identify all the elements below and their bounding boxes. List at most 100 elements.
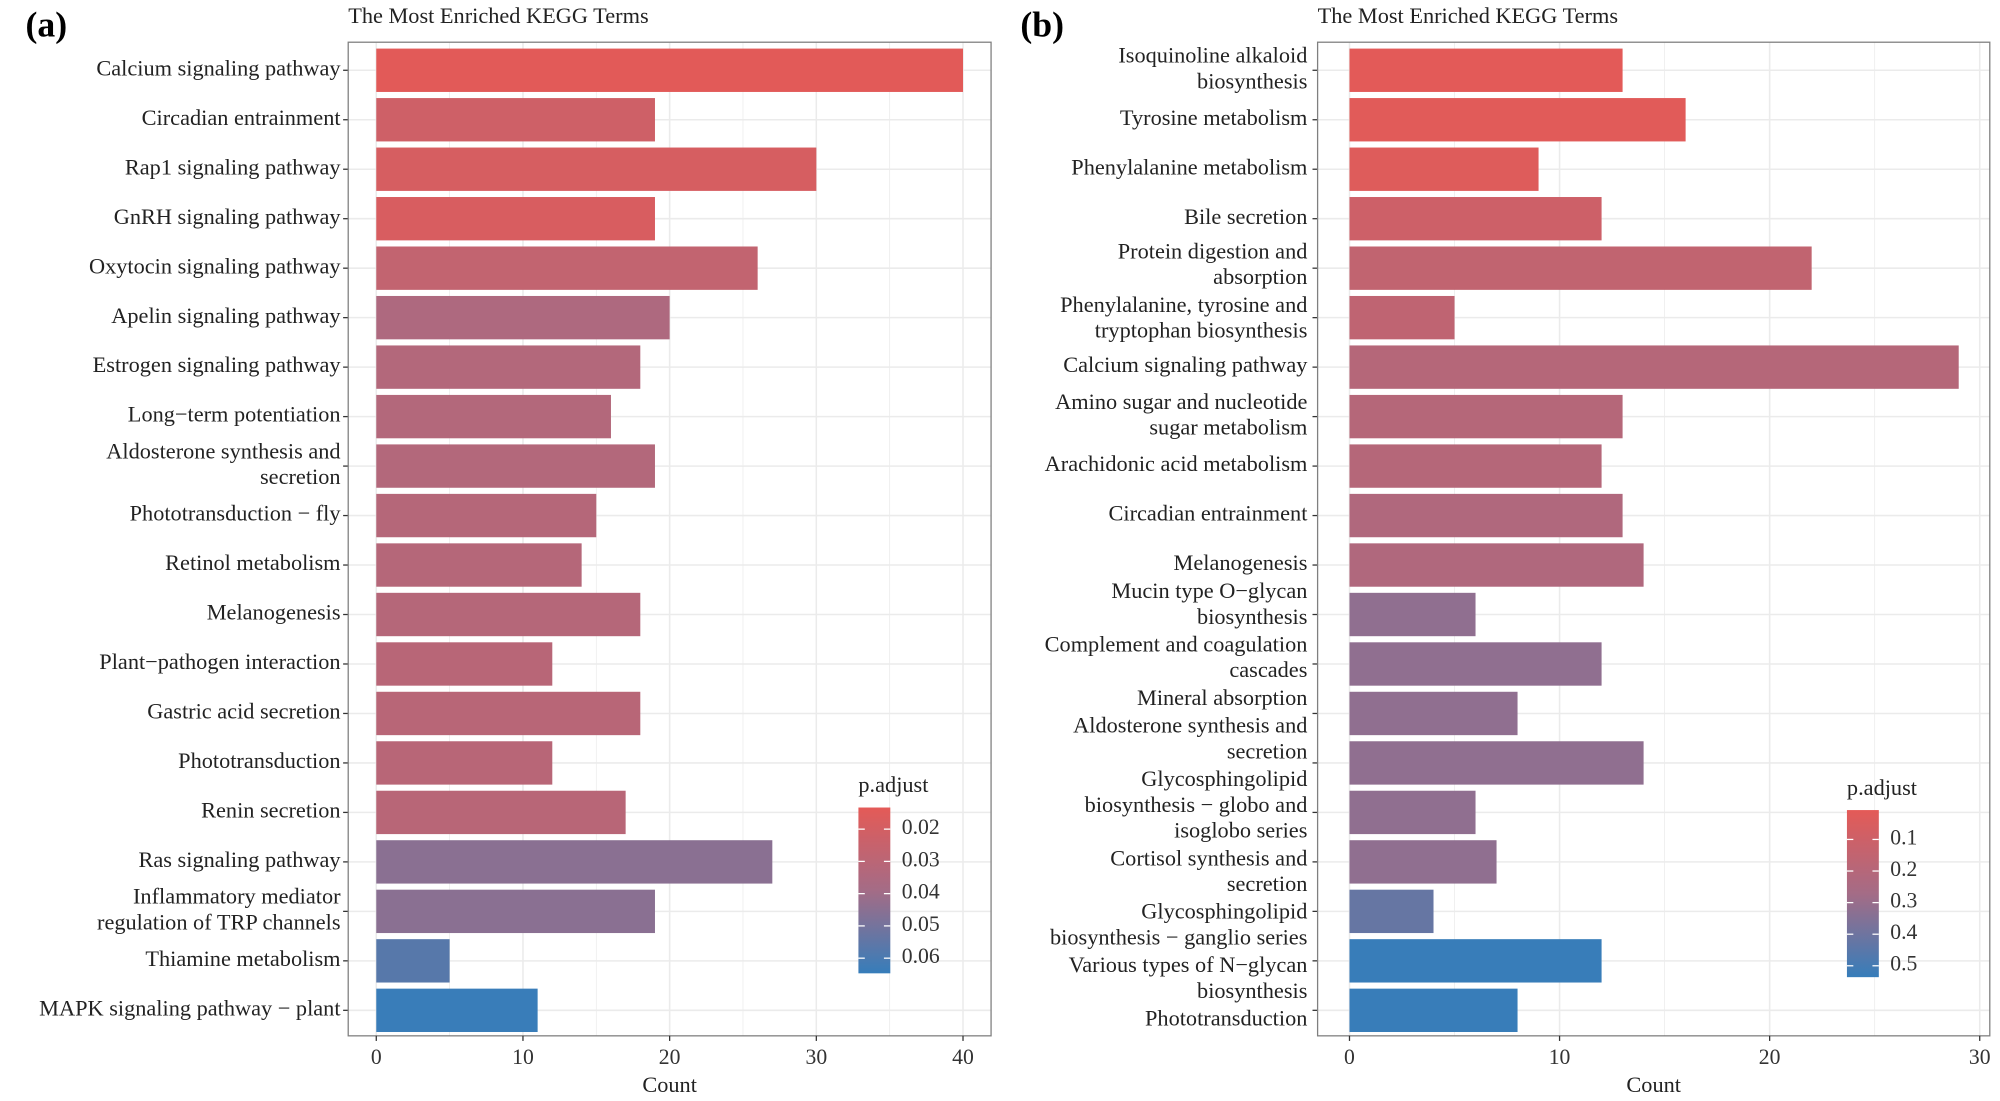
bar-15 bbox=[1349, 790, 1476, 835]
category-label: Rap1 signaling pathway bbox=[125, 154, 341, 179]
category-label: Thiamine metabolism bbox=[145, 946, 340, 971]
legend-tick-label: 0.06 bbox=[902, 944, 940, 968]
x-tick-label: 10 bbox=[1549, 1045, 1571, 1069]
plot-border bbox=[1316, 41, 1991, 1037]
panel-a: (a) The Most Enriched KEGG Terms Calcium s… bbox=[26, 3, 992, 1097]
category-label: Plant−pathogen interaction bbox=[99, 649, 340, 674]
category-label: Phenylalanine, tyrosine and bbox=[1060, 292, 1307, 317]
bar-12 bbox=[376, 642, 553, 686]
panel-label: (b) bbox=[1020, 4, 1064, 44]
bar-2 bbox=[1349, 147, 1539, 191]
category-label: Inflammatory mediator bbox=[133, 884, 341, 909]
category-label: Circadian entrainment bbox=[1109, 501, 1309, 526]
category-label: Cortisol synthesis and bbox=[1110, 845, 1307, 870]
category-label: Calcium signaling pathway bbox=[1063, 352, 1308, 377]
bar-4 bbox=[1349, 246, 1812, 290]
legend-title: p.adjust bbox=[858, 772, 929, 797]
category-label: GnRH signaling pathway bbox=[114, 204, 342, 229]
bar-7 bbox=[1349, 394, 1623, 439]
category-label: Estrogen signaling pathway bbox=[93, 352, 342, 377]
x-tick-label: 30 bbox=[1969, 1045, 1991, 1069]
bar-11 bbox=[376, 592, 641, 637]
category-label: biosynthesis − globo and bbox=[1085, 792, 1308, 817]
bar-8 bbox=[376, 444, 655, 488]
category-label: Various types of N−glycan bbox=[1069, 952, 1308, 977]
category-label: Melanogenesis bbox=[207, 600, 341, 625]
category-label: Tyrosine metabolism bbox=[1120, 105, 1307, 130]
legend-colorbar bbox=[858, 807, 891, 974]
bar-6 bbox=[1349, 345, 1959, 389]
category-label: Aldosterone synthesis and bbox=[1073, 713, 1307, 738]
x-tick-label: 0 bbox=[371, 1045, 382, 1069]
category-label: Long−term potentiation bbox=[128, 402, 341, 427]
bar-1 bbox=[376, 98, 655, 142]
bar-18 bbox=[1349, 939, 1602, 983]
bar-0 bbox=[376, 48, 964, 92]
bar-10 bbox=[376, 543, 582, 587]
category-label: Mucin type O−glycan bbox=[1111, 578, 1307, 603]
legend-tick-label: 0.2 bbox=[1890, 857, 1917, 881]
category-label: Phototransduction bbox=[1145, 1006, 1307, 1031]
legend-tick-label: 0.04 bbox=[902, 880, 940, 904]
bar-17 bbox=[1349, 889, 1434, 934]
category-label: secretion bbox=[260, 464, 341, 489]
x-axis-label: Count bbox=[642, 1072, 697, 1097]
legend-colorbar bbox=[1846, 810, 1879, 978]
bar-3 bbox=[1349, 197, 1602, 241]
category-label: Gastric acid secretion bbox=[147, 699, 340, 724]
category-label: cascades bbox=[1229, 657, 1307, 682]
category-label: regulation of TRP channels bbox=[97, 909, 341, 934]
legend-title: p.adjust bbox=[1847, 775, 1918, 800]
category-label: isoglobo series bbox=[1174, 818, 1307, 843]
chart-title: The Most Enriched KEGG Terms bbox=[1318, 3, 1618, 28]
bar-14 bbox=[1349, 741, 1644, 785]
category-label: Bile secretion bbox=[1184, 204, 1307, 229]
bar-10 bbox=[1349, 543, 1644, 587]
category-label: Phenylalanine metabolism bbox=[1071, 154, 1307, 179]
category-label: Retinol metabolism bbox=[165, 550, 340, 575]
x-axis-label: Count bbox=[1626, 1072, 1681, 1097]
category-label: biosynthesis bbox=[1197, 604, 1307, 629]
bar-11 bbox=[1349, 592, 1476, 637]
bar-9 bbox=[376, 493, 597, 538]
bar-6 bbox=[376, 345, 641, 389]
category-label: Isoquinoline alkaloid bbox=[1118, 43, 1307, 68]
category-label: Protein digestion and bbox=[1118, 238, 1308, 263]
bar-1 bbox=[1349, 98, 1686, 142]
category-label: Phototransduction − fly bbox=[130, 501, 342, 526]
legend-tick-label: 0.05 bbox=[902, 912, 940, 936]
category-label: MAPK signaling pathway − plant bbox=[39, 995, 341, 1020]
bar-16 bbox=[376, 840, 773, 884]
legend-tick-label: 0.1 bbox=[1890, 825, 1917, 849]
bar-17 bbox=[376, 889, 655, 934]
bar-13 bbox=[1349, 691, 1518, 736]
category-label: secretion bbox=[1227, 871, 1308, 896]
bar-5 bbox=[376, 295, 670, 340]
panel-b: (b) The Most Enriched KEGG Terms Isoquinol… bbox=[1020, 3, 1990, 1097]
category-label: Apelin signaling pathway bbox=[111, 303, 341, 328]
bar-2 bbox=[376, 147, 817, 191]
x-tick-label: 20 bbox=[659, 1045, 681, 1069]
category-label: Aldosterone synthesis and bbox=[106, 438, 340, 463]
category-label: biosynthesis bbox=[1197, 978, 1307, 1003]
legend-tick-label: 0.3 bbox=[1890, 889, 1917, 913]
legend-tick-label: 0.02 bbox=[902, 815, 940, 839]
bar-8 bbox=[1349, 444, 1602, 488]
x-tick-label: 20 bbox=[1759, 1045, 1781, 1069]
category-label: secretion bbox=[1227, 738, 1308, 763]
category-label: Phototransduction bbox=[178, 748, 340, 773]
bar-16 bbox=[1349, 840, 1497, 884]
bar-19 bbox=[1349, 988, 1518, 1033]
chart-title: The Most Enriched KEGG Terms bbox=[348, 3, 648, 28]
category-label: Melanogenesis bbox=[1174, 550, 1308, 575]
legend-tick-label: 0.4 bbox=[1890, 920, 1917, 944]
bar-12 bbox=[1349, 642, 1602, 686]
category-label: sugar metabolism bbox=[1149, 415, 1307, 440]
bar-4 bbox=[376, 246, 758, 290]
bar-18 bbox=[376, 939, 450, 983]
category-label: Arachidonic acid metabolism bbox=[1045, 451, 1308, 476]
category-label: Glycosphingolipid bbox=[1141, 766, 1307, 791]
x-tick-label: 30 bbox=[805, 1045, 827, 1069]
plot-background bbox=[1317, 42, 1990, 1036]
